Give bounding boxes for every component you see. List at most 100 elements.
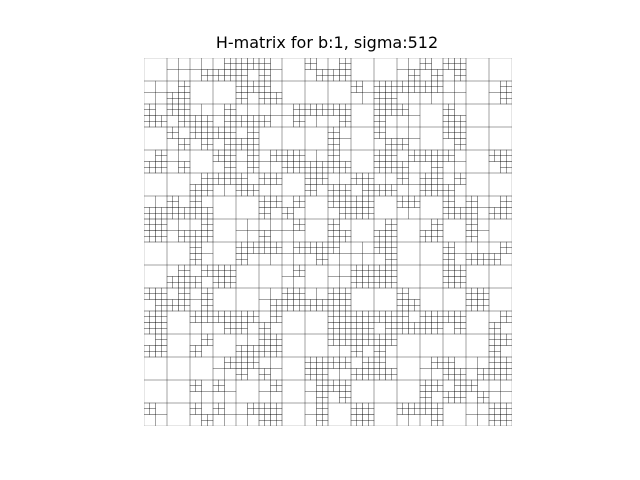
matrix-block bbox=[379, 236, 386, 243]
matrix-block bbox=[281, 161, 288, 168]
matrix-block bbox=[258, 75, 265, 82]
matrix-block bbox=[350, 351, 357, 358]
matrix-block bbox=[460, 138, 467, 145]
matrix-block bbox=[327, 161, 334, 168]
matrix-block bbox=[373, 126, 380, 133]
matrix-block bbox=[189, 310, 196, 317]
matrix-block bbox=[333, 328, 340, 335]
matrix-block bbox=[506, 414, 512, 421]
matrix-block bbox=[385, 103, 392, 110]
matrix-block bbox=[235, 328, 242, 335]
matrix-block bbox=[241, 121, 248, 128]
matrix-block bbox=[379, 126, 386, 133]
matrix-block bbox=[201, 144, 208, 151]
matrix-block bbox=[391, 328, 398, 335]
matrix-block bbox=[235, 414, 248, 426]
matrix-block bbox=[385, 190, 392, 197]
matrix-block bbox=[235, 264, 260, 289]
matrix-block bbox=[419, 63, 426, 70]
matrix-block bbox=[276, 385, 283, 392]
matrix-block bbox=[161, 121, 168, 128]
matrix-block bbox=[189, 282, 196, 289]
matrix-block bbox=[235, 86, 242, 93]
matrix-block bbox=[299, 161, 306, 168]
matrix-block bbox=[356, 414, 363, 421]
matrix-block bbox=[230, 109, 237, 116]
matrix-block bbox=[144, 236, 150, 243]
matrix-block bbox=[299, 224, 306, 231]
matrix-block bbox=[414, 299, 421, 306]
matrix-block bbox=[362, 374, 369, 381]
matrix-block bbox=[471, 236, 478, 243]
matrix-block bbox=[281, 207, 288, 214]
matrix-block bbox=[189, 385, 196, 392]
matrix-block bbox=[414, 408, 421, 415]
matrix-block bbox=[201, 253, 214, 266]
matrix-block bbox=[488, 92, 501, 105]
matrix-block bbox=[379, 80, 386, 87]
matrix-block bbox=[258, 253, 271, 266]
matrix-block bbox=[293, 201, 300, 208]
matrix-block bbox=[212, 161, 225, 174]
matrix-block bbox=[264, 201, 271, 208]
matrix-block bbox=[477, 218, 490, 231]
matrix-block bbox=[258, 328, 265, 335]
matrix-block bbox=[327, 276, 340, 289]
matrix-block bbox=[373, 374, 380, 381]
matrix-block bbox=[299, 305, 306, 312]
matrix-block bbox=[178, 195, 191, 208]
matrix-block bbox=[494, 368, 501, 375]
matrix-block bbox=[500, 379, 512, 392]
matrix-block bbox=[247, 230, 260, 243]
matrix-block bbox=[276, 345, 283, 352]
matrix-block bbox=[448, 397, 455, 404]
matrix-block bbox=[350, 379, 375, 404]
matrix-block bbox=[166, 80, 179, 93]
matrix-block bbox=[402, 195, 409, 202]
matrix-block bbox=[373, 402, 398, 426]
matrix-block bbox=[402, 402, 409, 409]
matrix-block bbox=[149, 351, 156, 358]
matrix-block bbox=[494, 207, 501, 214]
matrix-block bbox=[178, 264, 185, 271]
matrix-block bbox=[304, 362, 311, 369]
matrix-block bbox=[454, 115, 461, 122]
matrix-block bbox=[419, 402, 426, 409]
matrix-block bbox=[189, 190, 196, 197]
matrix-block bbox=[425, 391, 432, 398]
matrix-block bbox=[184, 305, 191, 312]
matrix-block bbox=[184, 264, 191, 271]
matrix-block bbox=[322, 414, 329, 421]
matrix-block bbox=[230, 63, 237, 70]
matrix-block bbox=[241, 316, 248, 323]
matrix-block bbox=[276, 201, 283, 208]
matrix-block bbox=[276, 339, 283, 346]
matrix-block bbox=[327, 201, 334, 208]
matrix-block bbox=[258, 391, 271, 404]
matrix-block bbox=[373, 230, 380, 237]
matrix-block bbox=[362, 276, 369, 283]
matrix-block bbox=[299, 241, 306, 248]
matrix-block bbox=[448, 247, 455, 254]
matrix-block bbox=[161, 155, 168, 162]
matrix-block bbox=[224, 167, 231, 174]
matrix-block bbox=[184, 115, 191, 122]
matrix-block bbox=[224, 178, 231, 185]
matrix-block bbox=[350, 402, 357, 409]
matrix-block bbox=[448, 362, 455, 369]
matrix-block bbox=[385, 276, 392, 283]
matrix-block bbox=[454, 195, 467, 208]
matrix-block bbox=[419, 69, 432, 82]
matrix-block bbox=[144, 299, 156, 312]
matrix-block bbox=[207, 190, 214, 197]
matrix-block bbox=[207, 172, 214, 179]
matrix-block bbox=[241, 80, 248, 87]
matrix-block bbox=[454, 207, 461, 214]
matrix-block bbox=[224, 391, 237, 404]
matrix-block bbox=[339, 253, 352, 266]
matrix-block bbox=[235, 80, 242, 87]
matrix-block bbox=[385, 270, 392, 277]
matrix-block bbox=[258, 184, 271, 197]
matrix-block bbox=[178, 236, 185, 243]
matrix-block bbox=[299, 115, 306, 122]
